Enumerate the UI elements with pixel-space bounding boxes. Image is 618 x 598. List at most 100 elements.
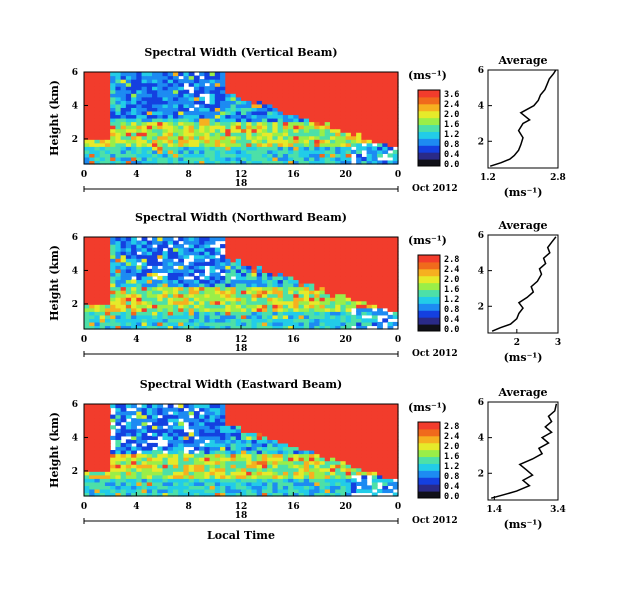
heatmap-cell [89,297,96,302]
heatmap-cell [345,79,352,84]
heatmap-cell [84,418,90,423]
heatmap-cell [220,237,226,242]
heatmap-cell [298,100,305,105]
heatmap-cell [99,321,106,327]
heatmap-cell [188,240,195,245]
heatmap-cell [309,439,315,444]
heatmap-cell [193,114,200,119]
heatmap-cell [293,304,300,309]
heatmap-cell [314,478,321,483]
heatmap-cell [319,425,326,430]
heatmap-cell [141,425,148,430]
heatmap-cell [293,446,300,451]
heatmap-cell [303,275,310,281]
heatmap-cell [267,132,273,137]
heatmap-cell [162,464,169,469]
heatmap-cell [146,79,153,84]
heatmap-cell [345,304,352,309]
heatmap-cell [371,135,378,140]
heatmap-cell [178,114,185,119]
heatmap-cell [89,474,96,479]
heatmap-cell [329,110,336,116]
heatmap-cell [371,146,378,151]
heatmap-cell [199,460,205,465]
heatmap-cell [293,272,300,277]
heatmap-cell [115,290,122,295]
heatmap-cell [282,404,289,409]
heatmap-cell [251,492,258,497]
heatmap-cell [277,160,284,165]
heatmap-cell [288,244,294,249]
heatmap-cell [94,118,101,123]
x-tick-label: 20 [339,170,352,180]
heatmap-cell [235,450,242,455]
heatmap-cell [324,268,331,273]
heatmap-cell [309,414,315,419]
heatmap-cell [256,251,263,256]
heatmap-cell [282,293,289,298]
heatmap-cell [225,311,232,316]
heatmap-cell [230,304,237,309]
heatmap-cell [115,428,122,433]
heatmap-cell [272,82,279,87]
heatmap-cell [104,132,111,137]
heatmap-cell [172,314,179,319]
heatmap-cell [162,283,169,288]
heatmap-cell [152,139,158,144]
heatmap-cell [125,425,132,430]
heatmap-cell [84,132,90,137]
heatmap-cell [267,460,273,465]
heatmap-cell [94,79,101,84]
heatmap-cell [282,160,289,165]
heatmap-cell [314,425,321,430]
heatmap-cell [84,82,90,87]
heatmap-cell [272,485,279,490]
heatmap-cell [335,407,342,412]
heatmap-cell [199,258,205,263]
heatmap-cell [256,261,263,266]
heatmap-cell [94,121,101,126]
heatmap-cell [89,153,96,158]
heatmap-cell [120,321,127,327]
x-tick-label: 0 [81,335,87,345]
heatmap-cell [115,146,122,151]
heatmap-cell [162,275,169,281]
colorbar-tick-label: 0.0 [444,160,459,170]
heatmap-cell [392,275,399,281]
heatmap-cell [324,421,331,426]
heatmap-cell [120,128,127,133]
heatmap-cell [382,279,389,284]
heatmap-cell [387,439,394,444]
heatmap-cell [178,110,185,116]
heatmap-cell [241,275,247,281]
heatmap-cell [309,275,315,281]
heatmap-cell [277,314,284,319]
heatmap-cell [84,293,90,298]
heatmap-cell [324,79,331,84]
heatmap-cell [319,160,326,165]
heatmap-cell [235,467,242,472]
heatmap-cell [282,146,289,151]
heatmap-cell [256,307,263,312]
colorbar-swatch [418,103,440,112]
heatmap-cell [241,114,247,119]
heatmap-cell [89,435,96,440]
heatmap-cell [104,411,111,416]
heatmap-cell [241,488,247,494]
heatmap-cell [277,114,284,119]
heatmap-cell [303,481,310,486]
heatmap-cell [277,425,284,430]
heatmap-cell [324,261,331,266]
heatmap-cell [94,86,101,91]
average-x-tick-label: 2 [514,338,520,348]
heatmap-cell [335,464,342,469]
heatmap-cell [366,82,373,87]
heatmap-cell [350,279,357,284]
heatmap-cell [387,275,394,281]
heatmap-cell [340,325,347,330]
heatmap-cell [345,467,352,472]
heatmap-cell [366,435,373,440]
heatmap-cell [188,286,195,291]
heatmap-cell [230,321,237,327]
